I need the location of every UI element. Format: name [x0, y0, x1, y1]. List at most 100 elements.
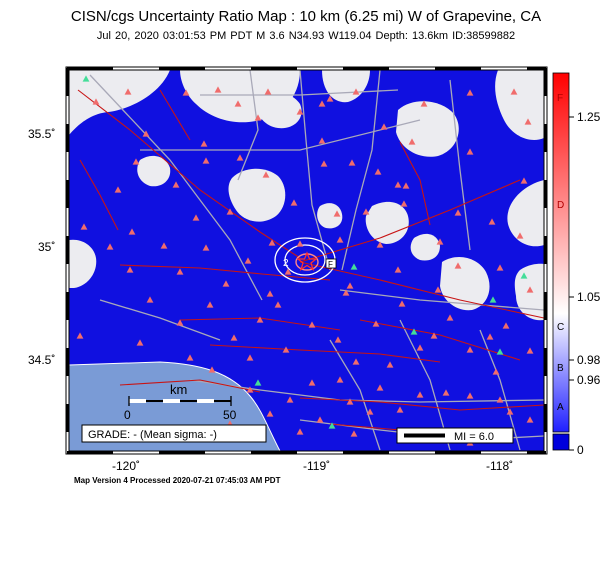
event-info: Jul 20, 2020 03:01:53 PM PDT M 3.6 N34.9…	[96, 30, 516, 42]
station-marker	[176, 268, 184, 275]
grade-letter-c: C	[557, 322, 565, 333]
station-marker	[394, 181, 402, 188]
station-marker	[520, 177, 528, 184]
lat-label-35: 35˚	[38, 240, 56, 254]
station-marker	[466, 89, 474, 96]
lon-label-120: -120˚	[112, 459, 141, 473]
scale-unit: km	[170, 382, 187, 397]
station-marker	[296, 428, 304, 435]
station-marker	[256, 316, 264, 323]
station-marker	[362, 208, 370, 215]
contour-label: 2	[283, 258, 289, 269]
station-marker	[208, 366, 216, 373]
station-marker	[160, 242, 168, 249]
colorbar-tick-1-25: 1.25	[577, 110, 601, 124]
station-marker	[128, 228, 136, 235]
station-marker	[230, 334, 238, 341]
station-marker	[244, 257, 252, 264]
station-marker	[489, 296, 497, 303]
station-marker	[222, 280, 230, 287]
station-marker	[416, 344, 424, 351]
grade-box	[81, 424, 267, 443]
svg-text:F: F	[328, 260, 333, 269]
station-marker	[296, 240, 304, 247]
station-marker	[402, 182, 410, 189]
station-marker	[380, 123, 388, 130]
station-marker	[333, 210, 341, 217]
station-marker	[226, 208, 234, 215]
station-marker	[106, 243, 114, 250]
station-marker	[394, 266, 402, 273]
station-marker	[496, 264, 504, 271]
colorbar	[552, 72, 574, 451]
station-marker	[132, 158, 140, 165]
station-marker	[246, 354, 254, 361]
station-marker	[202, 157, 210, 164]
station-marker	[126, 266, 134, 273]
station-marker	[376, 241, 384, 248]
map-footer: Map Version 4 Processed 2020-07-21 07:45…	[74, 476, 281, 485]
station-marker	[264, 88, 272, 95]
coast	[69, 361, 281, 451]
station-marker	[410, 328, 418, 335]
station-marker	[136, 339, 144, 346]
station-marker	[274, 301, 282, 308]
epicenter-star-icon: F	[296, 251, 337, 272]
station-marker	[262, 171, 270, 178]
grade-letter-a: A	[557, 402, 564, 413]
station-marker	[346, 282, 354, 289]
station-marker	[526, 347, 534, 354]
mi-legend-box	[396, 427, 514, 444]
station-marker	[92, 98, 100, 105]
grade-letter-b: B	[557, 363, 564, 374]
station-marker	[284, 268, 292, 275]
station-marker	[524, 118, 532, 125]
station-marker	[436, 238, 444, 245]
station-marker	[366, 408, 374, 415]
station-marker	[308, 379, 316, 386]
seismic-stations	[76, 75, 534, 446]
station-marker	[430, 332, 438, 339]
station-marker	[80, 223, 88, 230]
station-marker	[318, 100, 326, 107]
station-marker	[454, 262, 462, 269]
station-marker	[246, 386, 254, 393]
station-marker	[114, 186, 122, 193]
station-marker	[316, 416, 324, 423]
station-marker	[200, 140, 208, 147]
lat-label-35-5: 35.5˚	[28, 127, 56, 141]
station-marker	[516, 232, 524, 239]
station-marker	[454, 209, 462, 216]
colorbar-tick-0-98: 0.98	[577, 353, 601, 367]
station-marker	[286, 396, 294, 403]
station-marker	[342, 289, 350, 296]
station-marker	[176, 319, 184, 326]
station-marker	[234, 100, 242, 107]
grade-text: GRADE: - (Mean sigma: -)	[88, 429, 217, 441]
station-marker	[526, 286, 534, 293]
station-marker	[326, 95, 334, 102]
station-marker	[434, 286, 442, 293]
station-marker	[352, 358, 360, 365]
station-marker	[146, 296, 154, 303]
mi-legend-label: MI = 6.0	[454, 431, 494, 443]
station-marker	[520, 272, 528, 279]
station-marker	[442, 389, 450, 396]
station-marker	[466, 392, 474, 399]
station-marker	[496, 348, 504, 355]
station-marker	[336, 236, 344, 243]
lat-label-34-5: 34.5˚	[28, 353, 56, 367]
station-marker	[466, 346, 474, 353]
station-marker	[526, 416, 534, 423]
lon-label-119: -119˚	[303, 459, 331, 473]
station-marker	[506, 408, 514, 415]
station-marker	[182, 89, 190, 96]
station-marker	[334, 336, 342, 343]
fault-lines	[77, 89, 544, 433]
station-marker	[266, 290, 274, 297]
station-marker	[82, 75, 90, 82]
map-area: 2 F km 0 50 GRADE: - (Mean sigma: -) MI …	[69, 70, 544, 451]
colorbar-tick-1-05: 1.05	[577, 290, 601, 304]
station-marker	[510, 88, 518, 95]
